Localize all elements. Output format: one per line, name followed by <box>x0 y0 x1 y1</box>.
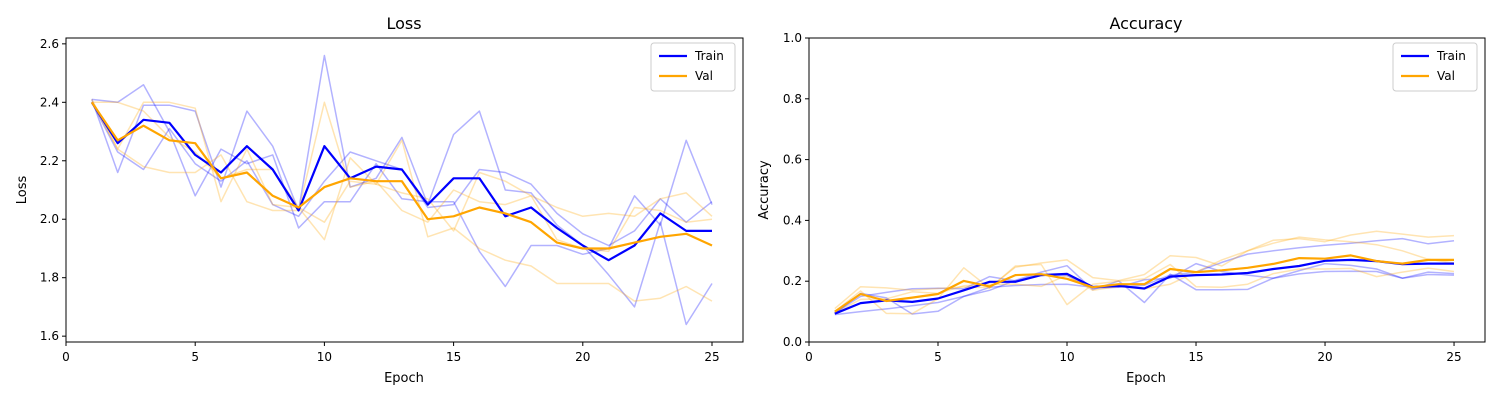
loss-x-tick-label: 0 <box>62 350 70 364</box>
loss-y-tick-label: 2.4 <box>40 95 59 109</box>
loss-x-tick-label: 25 <box>704 350 719 364</box>
accuracy-run-line <box>834 262 1455 314</box>
loss-x-tick-label: 15 <box>446 350 461 364</box>
loss-run-line <box>91 101 713 253</box>
loss-x-tick-label: 10 <box>317 350 332 364</box>
accuracy-x-tick-label: 0 <box>805 350 813 364</box>
accuracy-x-axis-label: Epoch <box>1126 371 1166 386</box>
accuracy-y-tick-label: 0.6 <box>783 153 802 167</box>
loss-x-tick-label: 5 <box>191 350 199 364</box>
loss-legend-label-train: Train <box>694 49 724 63</box>
accuracy-x-tick-label: 20 <box>1317 350 1332 364</box>
accuracy-x-tick-label: 5 <box>934 350 942 364</box>
accuracy-chart-title: Accuracy <box>1109 14 1182 33</box>
loss-y-tick-label: 1.6 <box>40 329 59 343</box>
accuracy-legend-label-val: Val <box>1437 69 1455 83</box>
accuracy-run-line <box>834 264 1455 315</box>
loss-y-axis-label: Loss <box>15 176 30 205</box>
accuracy-y-tick-label: 1.0 <box>783 31 802 45</box>
accuracy-y-axis-label: Accuracy <box>757 160 772 220</box>
accuracy-series-line-val <box>834 254 1454 313</box>
accuracy-x-tick-label: 25 <box>1446 350 1461 364</box>
accuracy-series-line-train <box>834 258 1454 315</box>
loss-axes-frame <box>65 37 744 343</box>
loss-y-tick-label: 2.2 <box>40 154 59 168</box>
loss-series-line-train <box>90 101 712 262</box>
loss-run-line <box>91 54 713 326</box>
loss-y-tick-label: 1.8 <box>40 271 59 285</box>
loss-run-line <box>91 101 713 223</box>
accuracy-y-tick-label: 0.4 <box>783 213 802 227</box>
loss-x-axis-label: Epoch <box>384 371 424 386</box>
loss-series-line-val <box>90 101 713 250</box>
accuracy-legend-label-train: Train <box>1436 49 1466 63</box>
accuracy-y-tick-label: 0.0 <box>783 335 802 349</box>
accuracy-x-tick-label: 10 <box>1059 350 1074 364</box>
loss-y-tick-label: 2.6 <box>40 37 59 51</box>
accuracy-y-tick-label: 0.8 <box>783 92 802 106</box>
loss-x-tick-label: 20 <box>575 350 590 364</box>
loss-y-tick-label: 2.0 <box>40 212 59 226</box>
accuracy-x-tick-label: 15 <box>1188 350 1203 364</box>
accuracy-y-tick-label: 0.2 <box>783 274 802 288</box>
accuracy-axes-frame <box>808 37 1486 343</box>
loss-run-line <box>91 99 713 302</box>
loss-legend-label-val: Val <box>695 69 713 83</box>
accuracy-run-line <box>834 230 1455 310</box>
loss-chart-title: Loss <box>386 14 421 33</box>
